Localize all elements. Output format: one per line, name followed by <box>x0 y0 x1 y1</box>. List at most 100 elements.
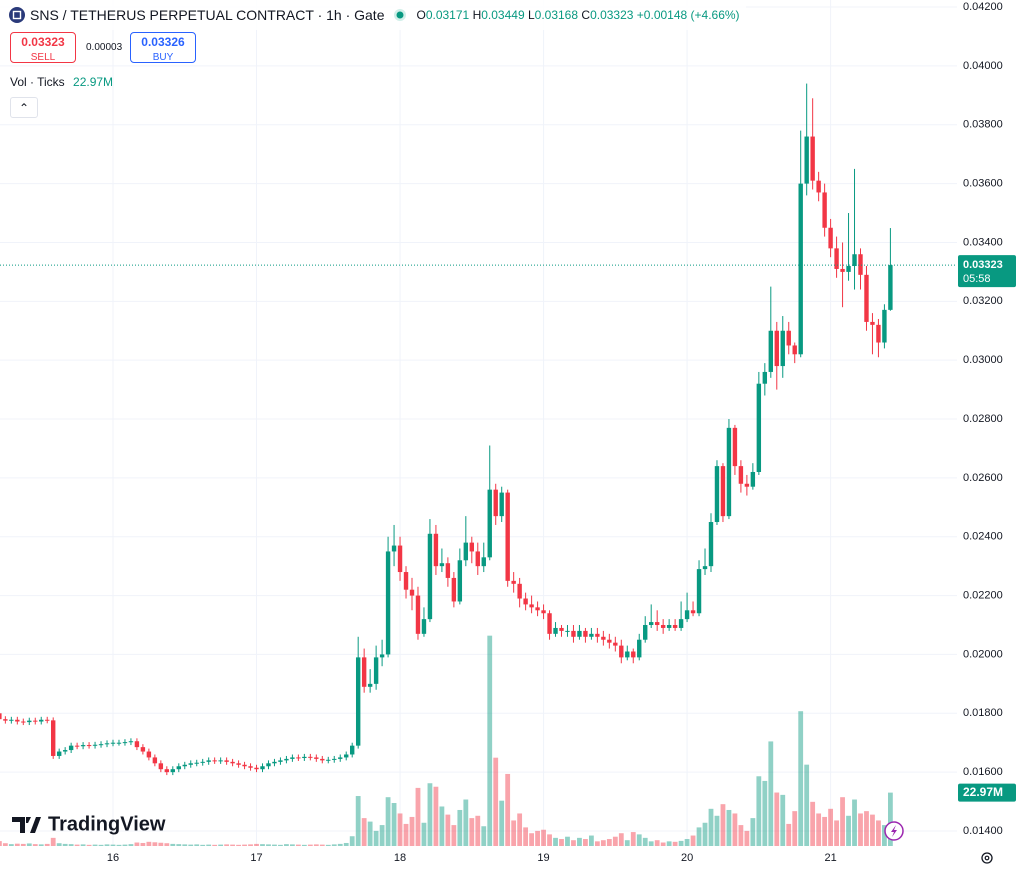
volume-bar <box>361 818 367 846</box>
candle-body <box>332 758 337 760</box>
volume-bar <box>325 844 331 846</box>
candle-body <box>792 345 797 355</box>
settings-icon-center[interactable] <box>984 855 990 861</box>
volume-bar <box>750 818 756 846</box>
volume-bar <box>708 808 714 846</box>
low-label: L <box>527 8 535 22</box>
volume-bar <box>541 829 546 846</box>
volume-bar <box>690 835 696 846</box>
volume-bar <box>104 844 110 846</box>
brand: TradingView <box>48 813 166 835</box>
volume-bar <box>475 815 481 846</box>
sell-button[interactable]: 0.03323 SELL <box>10 32 76 63</box>
volume-bar <box>86 844 92 846</box>
candle-body <box>27 720 32 723</box>
candle-body <box>218 760 223 762</box>
volume-bar <box>499 800 505 846</box>
volume-bar <box>505 773 511 846</box>
volume-bar <box>594 841 600 846</box>
settings-icon[interactable] <box>981 852 993 864</box>
candle-body <box>846 266 851 272</box>
candle-body <box>882 309 887 343</box>
candle-body <box>361 657 367 687</box>
candle-body <box>170 769 175 773</box>
volume-bar <box>726 809 732 846</box>
candle-body <box>74 745 80 747</box>
candle-body <box>631 651 636 658</box>
indicator-name[interactable]: Vol · Ticks <box>10 75 65 89</box>
settings-button[interactable] <box>981 852 993 864</box>
candle-body <box>643 625 648 640</box>
candle-body <box>852 254 857 267</box>
volume-bar <box>409 816 415 846</box>
symbol-title[interactable]: SNS / TETHERUS PERPETUAL CONTRACT · 1h ·… <box>30 7 385 23</box>
candle-body <box>798 183 803 355</box>
volume-bar <box>876 820 881 846</box>
sell-price[interactable]: 0.03323 <box>21 35 65 49</box>
candle-body <box>625 651 630 658</box>
volume-bar <box>517 813 523 846</box>
candle-body <box>272 761 277 764</box>
candle-body <box>242 764 247 767</box>
volume-bar <box>164 843 170 846</box>
volume-bar <box>678 840 684 846</box>
collapse-button[interactable]: ⌃ <box>10 97 38 118</box>
volume-bar <box>331 844 337 846</box>
volume-bar <box>804 764 810 846</box>
volume-bar <box>403 823 409 846</box>
volume-bar <box>445 814 451 846</box>
volume-bar <box>116 844 122 846</box>
high-label: H <box>472 8 482 22</box>
candle-body <box>344 754 349 758</box>
candle-body <box>230 761 235 764</box>
y-tick-label: 0.02800 <box>963 413 1003 425</box>
candle-body <box>140 747 146 752</box>
candle-body <box>565 630 570 632</box>
volume-bar <box>98 844 104 846</box>
volume-bar <box>888 792 893 846</box>
volume-bar <box>379 825 385 846</box>
buy-button[interactable]: 0.03326 BUY <box>130 32 196 63</box>
candle-body <box>804 136 809 184</box>
volume-bar <box>260 844 265 846</box>
volume-bar <box>56 843 62 846</box>
lightning-button[interactable] <box>884 821 904 841</box>
candle-body <box>738 466 744 484</box>
volume-bar <box>870 814 875 846</box>
volume-bar <box>44 843 50 846</box>
volume-bar <box>696 827 702 846</box>
volume-bar <box>457 809 463 846</box>
volume-bar <box>50 837 56 846</box>
volume-bar <box>218 844 224 846</box>
volume-bar <box>523 827 529 846</box>
volume-bar <box>553 837 558 846</box>
volume-bar <box>858 813 863 846</box>
candle-body <box>822 192 827 228</box>
sell-label[interactable]: SELL <box>30 52 56 63</box>
buy-label[interactable]: BUY <box>152 52 174 63</box>
volume-bar <box>301 844 307 846</box>
volume-bar <box>236 844 241 846</box>
volume-bar <box>618 833 624 846</box>
open-label: O <box>416 8 426 22</box>
volume-bar <box>212 844 218 846</box>
status-dot-core <box>396 11 404 19</box>
volume-bar <box>188 844 194 846</box>
x-tick-label: 16 <box>107 852 119 864</box>
candle-body <box>810 136 815 181</box>
y-tick-label: 0.01600 <box>963 766 1003 778</box>
candle-body <box>433 533 439 567</box>
candle-body <box>708 522 714 567</box>
volume-bar <box>62 843 68 846</box>
buy-price[interactable]: 0.03326 <box>141 35 185 49</box>
volume-bar <box>648 841 654 846</box>
candle-body <box>505 492 510 581</box>
volume-bar <box>74 844 80 846</box>
candle-body <box>98 744 104 746</box>
volume-bar <box>780 794 786 846</box>
last-price-label: 0.03323 <box>963 259 1003 271</box>
candle-body <box>248 766 253 768</box>
volume-badge-label: 22.97M <box>963 785 1003 799</box>
lightning-icon[interactable] <box>891 825 897 837</box>
